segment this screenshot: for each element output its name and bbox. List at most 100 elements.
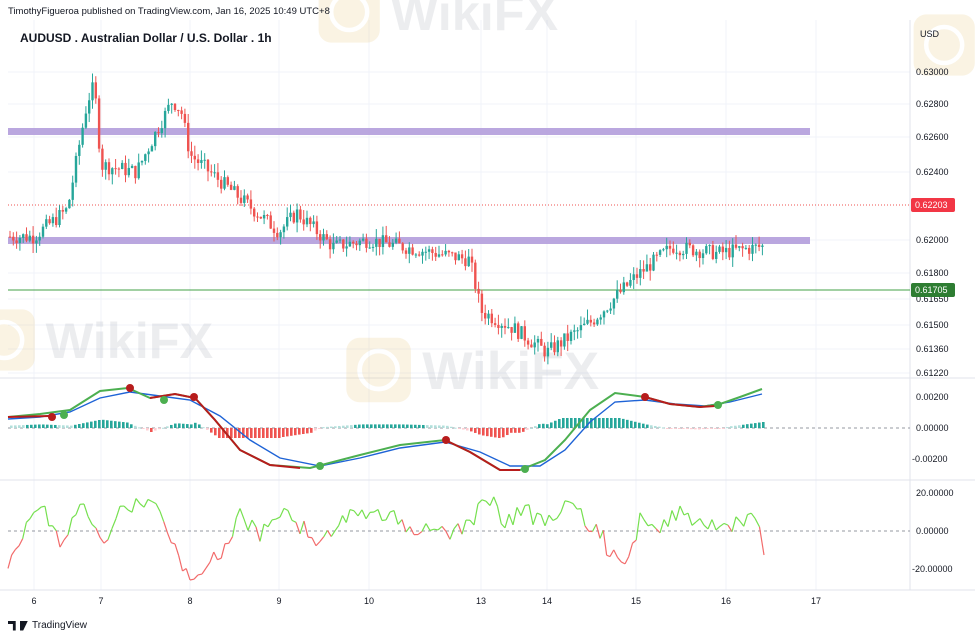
tradingview-logo[interactable]: TradingView xyxy=(8,620,87,631)
candle xyxy=(718,245,720,254)
time-axis-tick: 15 xyxy=(631,596,641,606)
oscillator-segment xyxy=(688,513,692,525)
oscillator-segment xyxy=(450,529,454,540)
candle xyxy=(326,230,328,240)
candle xyxy=(675,245,677,260)
oscillator-segment xyxy=(565,501,569,502)
macd-histogram-bar xyxy=(274,428,277,438)
candle xyxy=(609,302,611,314)
macd-histogram-bar xyxy=(286,428,289,436)
candle-body xyxy=(609,309,611,311)
oscillator-segment xyxy=(26,519,30,523)
candle xyxy=(619,284,621,294)
macd-histogram-bar xyxy=(162,428,165,429)
oscillator-segment xyxy=(171,543,175,544)
candle-body xyxy=(167,105,169,111)
candle xyxy=(45,215,47,229)
oscillator-segment xyxy=(144,499,148,507)
candle-body xyxy=(758,245,760,247)
candle xyxy=(692,244,694,257)
candle-body xyxy=(458,254,460,260)
oscillator-segment xyxy=(128,510,132,512)
candle-body xyxy=(329,239,331,249)
candle-body xyxy=(81,128,83,145)
candle-body xyxy=(118,169,120,170)
oscillator-segment xyxy=(744,515,748,527)
macd-histogram-bar xyxy=(258,428,261,438)
last-price-value: 0.62203 xyxy=(915,200,948,210)
macd-histogram-bar xyxy=(326,427,329,428)
candle-body xyxy=(253,209,255,217)
candle xyxy=(48,216,50,225)
candle xyxy=(705,244,707,255)
oscillator-segment xyxy=(304,521,308,537)
macd-histogram-bar xyxy=(374,424,377,428)
oscillator-segment xyxy=(501,524,505,528)
macd-histogram-bar xyxy=(314,428,317,431)
oscillator-segment xyxy=(236,508,240,517)
macd-histogram-bar xyxy=(426,425,429,428)
candle-body xyxy=(270,215,272,228)
oscillator-segment xyxy=(358,510,362,516)
oscillator-segment xyxy=(140,504,144,507)
candle-body xyxy=(468,257,470,267)
symbol-title[interactable]: AUDUSD . Australian Dollar / U.S. Dollar… xyxy=(20,31,272,45)
candle xyxy=(266,214,268,220)
wikifx-watermark: WikiFX xyxy=(319,0,559,43)
oscillator-segment xyxy=(382,520,386,521)
oscillator-axis-tick: 0.00000 xyxy=(916,526,949,536)
wikifx-watermark: WikiFX xyxy=(346,338,599,403)
oscillator-segment xyxy=(260,524,264,541)
macd-cross-dot xyxy=(60,411,68,419)
candle xyxy=(421,249,423,264)
macd-cross-dot xyxy=(521,465,529,473)
candle-body xyxy=(141,161,143,163)
candle xyxy=(190,142,192,163)
candle-body xyxy=(220,180,222,189)
candle-body xyxy=(286,217,288,226)
candle-body xyxy=(448,251,450,252)
candle-body xyxy=(128,168,130,175)
candle xyxy=(98,95,100,152)
candle xyxy=(435,247,437,261)
candle xyxy=(154,131,156,150)
oscillator-segment xyxy=(300,521,304,534)
macd-histogram-bar xyxy=(22,425,25,428)
candle xyxy=(510,327,512,341)
oscillator-segment xyxy=(398,520,402,525)
candle-body xyxy=(345,246,347,248)
macd-histogram-bar xyxy=(530,428,533,429)
candle-body xyxy=(642,269,644,272)
candle-body xyxy=(540,339,542,346)
oscillator-segment xyxy=(680,506,684,515)
candle xyxy=(520,326,522,339)
price-axis-tick: 0.62400 xyxy=(916,167,949,177)
candle xyxy=(517,321,519,341)
oscillator-segment xyxy=(350,510,354,511)
macd-histogram-bar xyxy=(746,424,749,428)
candle xyxy=(319,230,321,249)
candle xyxy=(375,229,377,255)
candle-body xyxy=(200,160,202,163)
oscillator-segment xyxy=(509,514,513,525)
candle xyxy=(659,249,661,257)
candle-body xyxy=(494,323,496,325)
candle xyxy=(240,190,242,206)
candle-body xyxy=(62,210,64,212)
macd-histogram-bar xyxy=(38,424,41,428)
oscillator-segment xyxy=(732,517,736,532)
macd-histogram-bar xyxy=(594,418,597,428)
candle xyxy=(487,310,489,325)
candle xyxy=(468,249,470,267)
candle-body xyxy=(223,177,225,189)
candle-body xyxy=(722,247,724,253)
macd-histogram-bar xyxy=(682,428,685,429)
oscillator-segment xyxy=(168,533,172,543)
macd-histogram-bar xyxy=(658,427,661,428)
oscillator-segment xyxy=(607,555,610,556)
candle-body xyxy=(194,156,196,160)
candle xyxy=(200,150,202,168)
candle xyxy=(761,244,763,256)
